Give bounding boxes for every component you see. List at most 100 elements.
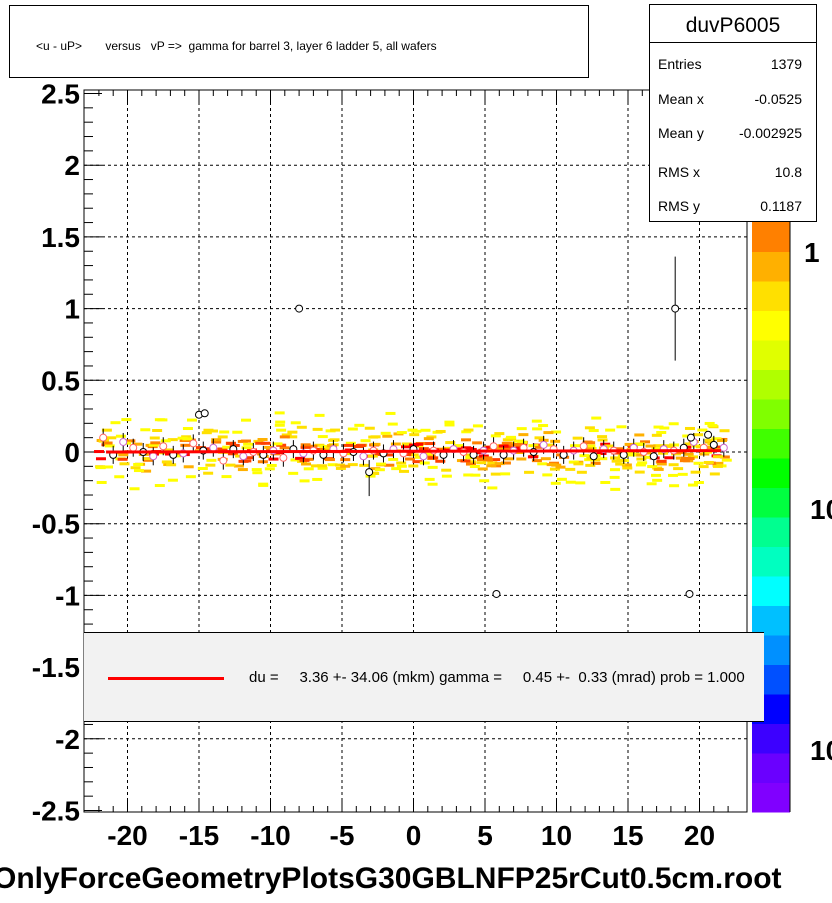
density-cell <box>486 464 497 468</box>
density-cell <box>253 439 264 443</box>
stats-label: RMS x <box>658 164 700 180</box>
density-cell <box>264 467 275 471</box>
density-cell <box>140 428 151 432</box>
density-cell <box>482 456 493 460</box>
density-cell <box>420 428 431 432</box>
density-cell <box>424 477 435 481</box>
density-cell <box>141 469 152 473</box>
density-cell <box>537 462 548 466</box>
stats-label: Mean y <box>658 125 704 141</box>
density-cell <box>524 470 535 474</box>
density-cell <box>233 464 244 468</box>
stats-label: RMS y <box>658 198 700 214</box>
density-cell <box>705 440 716 444</box>
density-cell <box>217 447 228 451</box>
density-cell <box>702 450 713 454</box>
density-cell <box>391 467 402 471</box>
y-tick-label: -1 <box>55 580 80 611</box>
density-cell <box>412 460 423 464</box>
plot-title-box: <u - uP> versus vP => gamma for barrel 3… <box>9 5 589 78</box>
density-cell <box>281 433 292 437</box>
density-cell <box>534 436 545 440</box>
fit-legend-text: du = 3.36 +- 34.06 (mkm) gamma = 0.45 +-… <box>249 669 745 686</box>
density-cell <box>365 474 376 478</box>
density-cell <box>667 473 678 477</box>
density-cell <box>624 442 635 446</box>
plot-title: <u - uP> versus vP => gamma for barrel 3… <box>36 39 437 53</box>
density-cell <box>367 454 378 458</box>
density-cell <box>279 435 290 439</box>
density-cell <box>588 429 599 433</box>
density-cell <box>565 467 576 471</box>
density-cell <box>142 458 153 462</box>
density-cell <box>279 446 290 450</box>
density-cell <box>500 472 511 476</box>
density-cell <box>504 457 515 461</box>
density-cell <box>424 452 435 456</box>
density-cell <box>473 451 484 455</box>
density-cell <box>221 475 232 479</box>
density-cell <box>335 466 346 470</box>
density-cell <box>364 426 375 430</box>
colorbar-segment <box>752 281 790 311</box>
density-cell <box>300 443 311 447</box>
density-cell <box>370 435 381 439</box>
density-cell <box>219 430 230 434</box>
density-cell <box>501 441 512 445</box>
stats-label: Mean x <box>658 91 704 107</box>
density-cell <box>370 442 381 446</box>
density-cell <box>205 463 216 467</box>
density-cell <box>556 477 567 481</box>
density-cell <box>679 459 690 463</box>
y-tick-label: -0.5 <box>32 509 80 540</box>
density-cell <box>104 444 115 448</box>
density-cell <box>307 444 318 448</box>
density-cell <box>132 442 143 446</box>
density-cell <box>114 475 125 479</box>
density-cell <box>698 465 709 469</box>
density-cell <box>712 464 723 468</box>
density-cell <box>543 431 554 435</box>
density-cell <box>465 455 476 459</box>
density-cell <box>396 464 407 468</box>
density-cell <box>427 482 438 486</box>
density-cell <box>575 481 586 485</box>
density-cell <box>388 457 399 461</box>
density-cell <box>675 450 686 454</box>
profile-point <box>709 440 718 449</box>
density-cell <box>585 444 596 448</box>
density-cell <box>409 433 420 437</box>
density-cell <box>532 427 543 431</box>
density-cell <box>444 420 455 424</box>
density-cell <box>226 441 237 445</box>
density-cell <box>668 422 679 426</box>
density-cell <box>257 438 268 442</box>
density-cell <box>683 452 694 456</box>
x-tick-label: 10 <box>541 820 572 851</box>
density-cell <box>697 428 708 432</box>
density-cell <box>382 434 393 438</box>
x-tick-label: -5 <box>330 820 355 851</box>
density-cell <box>460 459 471 463</box>
density-cell <box>490 472 501 476</box>
y-tick-label: 2.5 <box>41 79 80 110</box>
density-cell <box>653 467 664 471</box>
y-tick-label: 1 <box>64 294 80 325</box>
density-cell <box>149 436 160 440</box>
profile-point <box>649 452 658 461</box>
density-cell <box>243 442 254 446</box>
density-cell <box>441 474 452 478</box>
density-cell <box>94 450 105 454</box>
x-tick-label: 5 <box>477 820 493 851</box>
density-cell <box>544 443 555 447</box>
x-tick-label: 15 <box>612 820 643 851</box>
density-cell <box>396 461 407 465</box>
density-cell <box>570 444 581 448</box>
colorbar-segment <box>752 310 790 341</box>
colorbar-segment <box>752 576 790 606</box>
density-cell <box>664 444 675 448</box>
density-cell <box>460 438 471 442</box>
density-cell <box>241 459 252 463</box>
density-cell <box>517 440 528 444</box>
density-cell <box>516 427 527 431</box>
